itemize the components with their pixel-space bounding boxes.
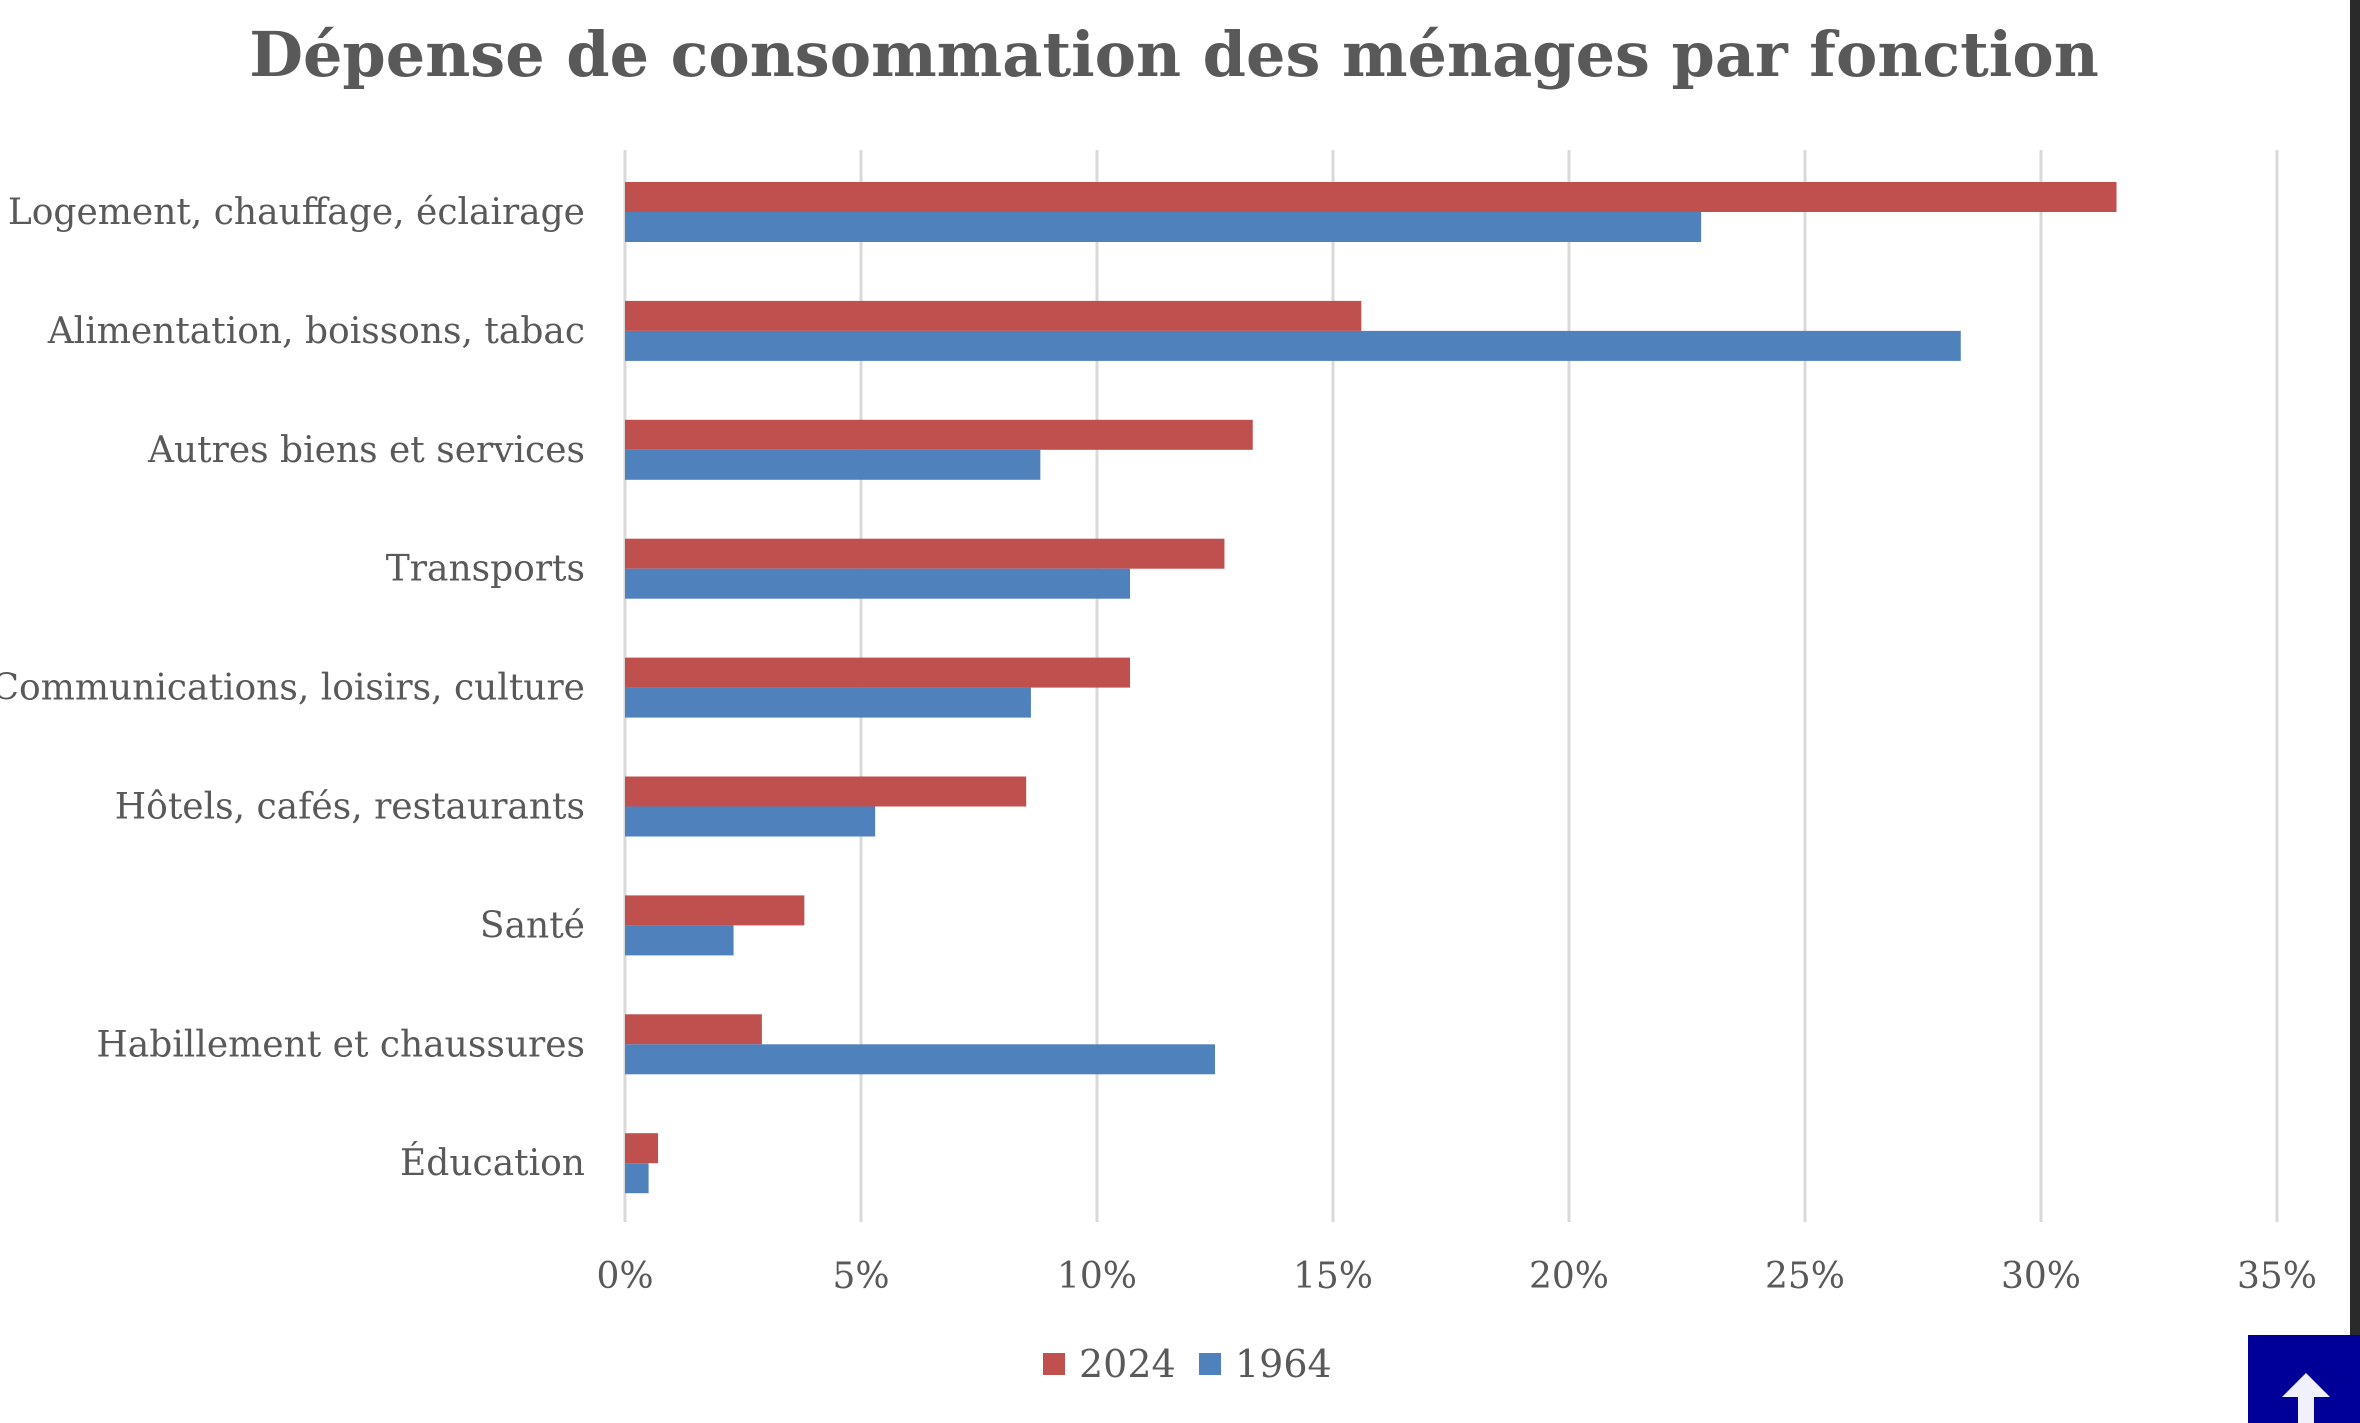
bar-1964 <box>625 687 1031 718</box>
bar-2024 <box>625 538 1225 569</box>
bar-2024 <box>625 419 1253 450</box>
x-tick-label: 0% <box>596 1256 653 1297</box>
x-tick-label: 5% <box>832 1256 889 1297</box>
chart-title: Dépense de consommation des ménages par … <box>249 18 2099 91</box>
legend-swatch-2024 <box>1043 1353 1065 1375</box>
bar-1964 <box>625 330 1961 361</box>
category-label: Éducation <box>400 1142 585 1184</box>
bar-2024 <box>625 895 805 926</box>
bar-2024 <box>625 182 2117 212</box>
legend-label-2024: 2024 <box>1079 1342 1176 1386</box>
x-tick-label: 30% <box>2001 1256 2081 1297</box>
category-label: Autres biens et services <box>147 430 585 471</box>
bar-1964 <box>625 1163 649 1194</box>
x-tick-label: 20% <box>1529 1256 1609 1297</box>
category-label: Transports <box>386 549 585 590</box>
category-label: Communications, loisirs, culture <box>0 668 585 709</box>
arrow-up-icon <box>2282 1373 2330 1423</box>
bar-2024 <box>625 1014 762 1045</box>
bar-2024 <box>625 300 1362 331</box>
bar-2024 <box>625 1133 659 1164</box>
x-tick-label: 25% <box>1765 1256 1845 1297</box>
legend-label-1964: 1964 <box>1235 1342 1332 1386</box>
window-edge <box>2350 0 2360 1423</box>
category-label: Logement, chauffage, éclairage <box>8 192 585 233</box>
category-label: Santé <box>480 905 585 946</box>
x-tick-label: 15% <box>1293 1256 1373 1297</box>
bar-1964 <box>625 925 734 956</box>
scroll-to-top-button[interactable] <box>2248 1335 2360 1423</box>
bar-1964 <box>625 806 876 837</box>
bar-1964 <box>625 568 1131 599</box>
legend-item-2024: 2024 <box>1043 1342 1176 1386</box>
bar-2024 <box>625 776 1027 807</box>
category-label: Habillement et chaussures <box>96 1024 585 1065</box>
x-tick-label: 10% <box>1057 1256 1137 1297</box>
legend-swatch-1964 <box>1199 1353 1221 1375</box>
x-tick-label: 35% <box>2237 1256 2317 1297</box>
bar-1964 <box>625 1044 1215 1075</box>
bar-1964 <box>625 449 1041 480</box>
bar-2024 <box>625 657 1131 688</box>
bar-1964 <box>625 212 1702 242</box>
category-label: Alimentation, boissons, tabac <box>47 311 585 352</box>
category-label: Hôtels, cafés, restaurants <box>115 787 585 828</box>
legend-item-1964: 1964 <box>1199 1342 1332 1386</box>
